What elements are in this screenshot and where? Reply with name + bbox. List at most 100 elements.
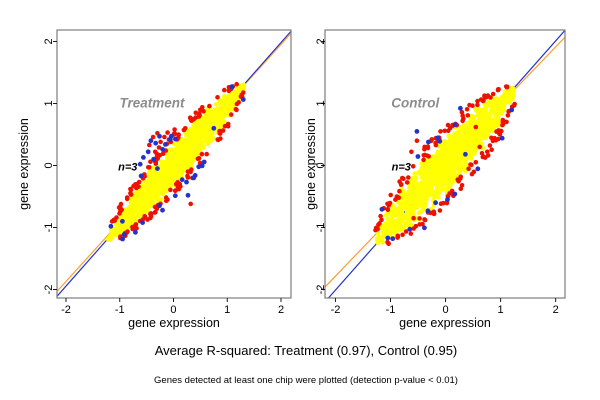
scatter-point-yellow — [426, 187, 432, 192]
scatter-point-red — [504, 119, 509, 125]
scatter-point-red — [500, 117, 506, 123]
scatter-point-blue — [240, 97, 246, 102]
scatter-point-yellow — [415, 189, 421, 194]
scatter-point-red — [386, 241, 391, 246]
scatter-point-yellow — [155, 188, 160, 193]
scatter-point-yellow — [451, 146, 457, 151]
scatter-point-red — [490, 91, 496, 97]
scatter-point-red — [404, 180, 410, 185]
scatter-point-yellow — [442, 162, 448, 168]
scatter-point-yellow — [167, 148, 172, 153]
scatter-point-red — [222, 87, 227, 93]
scatter-point-blue — [120, 236, 125, 242]
scatter-point-blue — [172, 193, 178, 199]
scatter-point-yellow — [108, 227, 114, 233]
scatter-point-yellow — [215, 117, 221, 123]
scatter-point-yellow — [374, 237, 380, 242]
scatter-point-yellow — [396, 218, 402, 223]
scatter-point-blue — [140, 220, 146, 226]
scatter-point-yellow — [457, 150, 463, 155]
scatter-point-red — [393, 197, 398, 202]
scatter-point-blue — [160, 147, 166, 152]
scatter-point-yellow — [401, 189, 406, 194]
scatter-point-yellow — [397, 224, 403, 230]
scatter-point-yellow — [195, 135, 201, 140]
scatter-point-yellow — [180, 151, 185, 157]
scatter-point-yellow — [499, 110, 504, 116]
scatter-point-yellow — [221, 97, 226, 103]
scatter-point-yellow — [182, 147, 187, 153]
scatter-point-red — [505, 113, 511, 118]
scatter-point-yellow — [203, 134, 208, 140]
scatter-point-yellow — [213, 102, 219, 107]
scatter-point-yellow — [233, 96, 238, 102]
scatter-point-yellow — [485, 133, 491, 138]
scatter-point-red — [176, 186, 182, 192]
scatter-point-yellow — [472, 149, 477, 155]
scatter-point-blue — [463, 151, 468, 157]
scatter-point-yellow — [189, 156, 195, 161]
x-tick-label: -1 — [386, 304, 396, 316]
x-tick-label: 2 — [278, 304, 284, 316]
scatter-point-red — [142, 214, 147, 219]
scatter-point-blue — [108, 223, 114, 229]
scatter-point-red — [387, 200, 393, 206]
scatter-point-red — [410, 164, 416, 169]
scatter-point-red — [459, 183, 465, 188]
scatter-point-yellow — [420, 164, 426, 169]
scatter-point-yellow — [452, 131, 457, 136]
scatter-point-yellow — [422, 180, 427, 186]
scatter-point-yellow — [380, 240, 385, 245]
scatter-point-red — [241, 90, 246, 95]
scatter-point-red — [234, 81, 239, 87]
scatter-point-yellow — [199, 140, 205, 145]
scatter-point-yellow — [473, 106, 478, 112]
scatter-point-yellow — [213, 108, 219, 113]
scatter-point-yellow — [448, 155, 453, 161]
scatter-point-red — [496, 128, 502, 133]
scatter-point-red — [431, 209, 437, 215]
scatter-point-red — [185, 173, 190, 179]
scatter-point-yellow — [472, 119, 478, 124]
scatter-point-red — [165, 130, 170, 135]
scatter-point-blue — [452, 122, 458, 128]
scatter-point-yellow — [145, 182, 150, 187]
scatter-point-red — [433, 140, 438, 146]
x-tick-label: 1 — [224, 304, 230, 316]
scatter-point-red — [397, 179, 402, 184]
scatter-point-yellow — [194, 129, 200, 135]
scatter-point-yellow — [379, 236, 384, 241]
scatter-point-red — [193, 110, 199, 116]
scatter-point-yellow — [486, 99, 491, 105]
scatter-point-yellow — [494, 106, 499, 111]
scatter-point-red — [189, 116, 195, 122]
scatter-point-yellow — [110, 233, 115, 239]
scatter-point-red — [388, 192, 394, 198]
scatter-point-yellow — [460, 128, 466, 134]
scatter-point-yellow — [187, 132, 192, 137]
scatter-point-red — [158, 139, 163, 145]
scatter-point-red — [172, 188, 178, 193]
scatter-point-yellow — [495, 97, 501, 103]
scatter-point-yellow — [148, 186, 154, 192]
scatter-point-yellow — [421, 195, 426, 201]
scatter-point-red — [148, 211, 153, 217]
scatter-point-red — [118, 201, 124, 207]
scatter-point-yellow — [482, 120, 488, 125]
scatter-point-yellow — [206, 126, 212, 131]
scatter-point-yellow — [479, 111, 485, 117]
scatter-point-red — [218, 136, 223, 141]
scatter-point-blue — [184, 179, 189, 185]
scatter-point-blue — [435, 135, 441, 141]
scatter-point-yellow — [405, 222, 411, 227]
scatter-point-blue — [426, 139, 431, 145]
scatter-point-yellow — [383, 221, 389, 226]
scatter-point-red — [385, 207, 391, 212]
scatter-point-yellow — [430, 166, 435, 172]
scatter-point-yellow — [481, 146, 486, 151]
scatter-point-yellow — [456, 166, 461, 172]
scatter-point-yellow — [124, 214, 129, 219]
scatter-point-red — [396, 195, 402, 200]
scatter-point-blue — [509, 107, 515, 113]
scatter-point-yellow — [480, 132, 486, 137]
